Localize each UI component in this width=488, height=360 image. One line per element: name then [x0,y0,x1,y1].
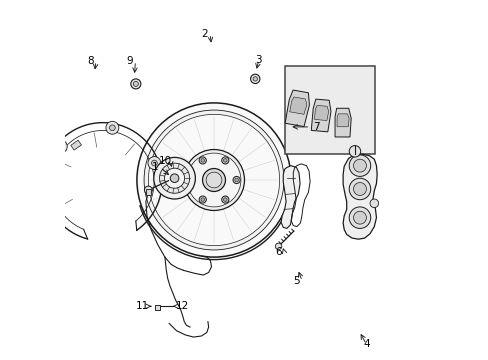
Circle shape [199,196,206,203]
Circle shape [353,183,366,195]
Circle shape [348,145,360,157]
Circle shape [170,174,179,183]
Circle shape [187,153,241,207]
Circle shape [48,198,54,203]
Bar [71,140,81,150]
Text: 2: 2 [201,29,207,39]
Polygon shape [285,90,309,127]
Circle shape [369,199,378,208]
Bar [284,66,374,154]
Circle shape [223,198,226,201]
Text: 3: 3 [255,55,262,65]
Text: 1: 1 [151,162,158,172]
Circle shape [148,114,279,246]
Polygon shape [334,108,350,137]
Text: 9: 9 [126,56,133,66]
Circle shape [45,194,58,207]
Circle shape [109,125,115,131]
Polygon shape [311,99,330,132]
Polygon shape [343,154,376,239]
Polygon shape [336,114,348,127]
Circle shape [253,77,257,81]
Circle shape [58,144,63,149]
Circle shape [106,121,119,134]
Circle shape [348,207,370,228]
Polygon shape [314,105,328,121]
Circle shape [189,178,193,182]
Circle shape [133,81,138,86]
Text: 6: 6 [275,247,281,257]
Circle shape [202,168,225,192]
Circle shape [250,74,260,84]
Circle shape [164,168,184,188]
Text: 10: 10 [158,156,171,166]
Bar [155,305,159,310]
Text: 11: 11 [135,301,149,311]
Circle shape [144,186,152,194]
Circle shape [275,243,281,249]
Text: 12: 12 [176,301,189,311]
Text: 7: 7 [312,122,319,132]
Bar [48,170,56,182]
Circle shape [187,176,195,184]
Circle shape [234,178,238,182]
Circle shape [148,157,161,170]
Circle shape [201,198,204,201]
Circle shape [153,157,195,199]
Circle shape [144,110,284,250]
Text: 8: 8 [87,56,93,66]
Circle shape [353,211,366,224]
Text: 5: 5 [293,276,299,286]
Circle shape [353,159,366,172]
Circle shape [199,157,206,164]
Circle shape [221,196,228,203]
Circle shape [221,157,228,164]
Bar [146,189,150,195]
Polygon shape [281,166,300,228]
Circle shape [54,140,67,153]
Circle shape [223,159,226,162]
Circle shape [159,163,189,193]
Circle shape [233,176,240,184]
Circle shape [348,178,370,200]
Polygon shape [289,97,306,114]
Circle shape [201,159,204,162]
Text: 4: 4 [363,339,369,349]
Circle shape [348,155,370,176]
Circle shape [137,103,290,257]
Circle shape [151,160,157,166]
Circle shape [131,79,141,89]
Circle shape [183,149,244,211]
